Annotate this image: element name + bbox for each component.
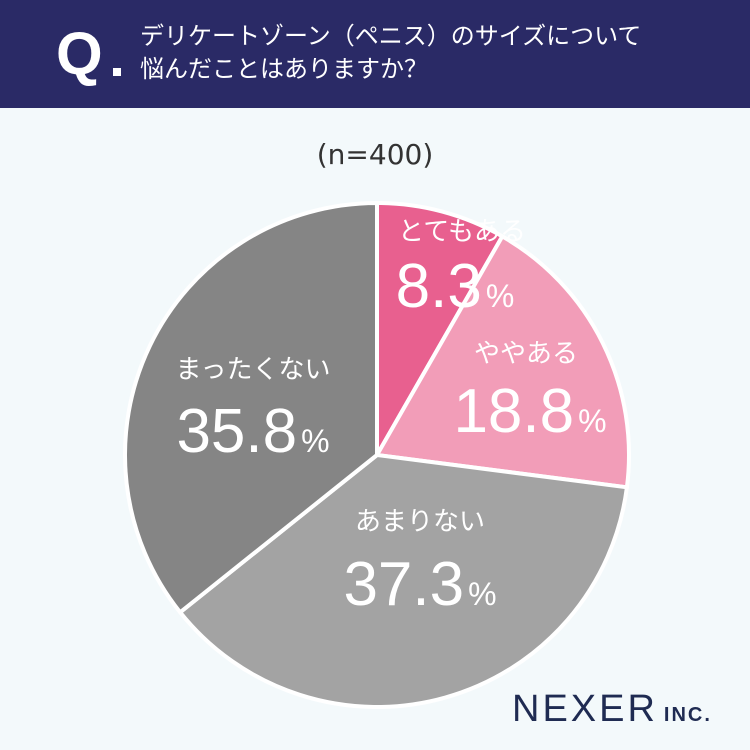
sample-size: (n=400) [316, 138, 434, 171]
q-label: Q [56, 20, 103, 87]
question-text: デリケートゾーン（ペニス）のサイズについて 悩んだことはありますか？ [140, 20, 730, 86]
logo-name: NEXER [512, 688, 658, 730]
slice-label-not-at-all: まったくない [176, 355, 331, 385]
question-line-1: デリケートゾーン（ペニス）のサイズについて [140, 22, 642, 50]
pie-slice-not-much [178, 453, 629, 709]
question-header: Q デリケートゾーン（ペニス）のサイズについて 悩んだことはありますか？ [0, 0, 750, 108]
logo-suffix: INC. [663, 704, 712, 726]
nexer-logo: NEXER INC. [512, 688, 712, 731]
slice-label-not-much: あまりない [355, 507, 485, 537]
q-dot [113, 68, 121, 76]
pie-slices [123, 201, 631, 709]
pie-slice-not-at-all [123, 201, 379, 615]
slice-label-very: とてもある [398, 217, 526, 247]
slice-label-somewhat: ややある [474, 339, 578, 369]
pie-slice-very [375, 201, 505, 457]
question-line-2: 悩んだことはありますか？ [140, 55, 428, 83]
pie-slice-somewhat [375, 234, 631, 490]
